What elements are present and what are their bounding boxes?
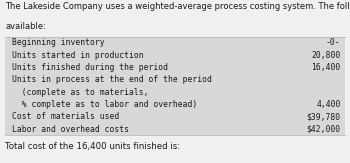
Text: Total cost of the 16,400 units finished is:: Total cost of the 16,400 units finished … [5, 142, 180, 151]
Text: % complete as to labor and overhead): % complete as to labor and overhead) [12, 100, 197, 109]
Text: Units started in production: Units started in production [12, 51, 143, 60]
Text: Cost of materials used: Cost of materials used [12, 112, 119, 121]
Text: Beginning inventory: Beginning inventory [12, 38, 104, 47]
Text: $42,000: $42,000 [307, 125, 341, 134]
Text: 4,400: 4,400 [316, 100, 341, 109]
Text: 16,400: 16,400 [311, 63, 341, 72]
Text: The Lakeside Company uses a weighted-average process costing system. The followi: The Lakeside Company uses a weighted-ave… [5, 2, 350, 11]
FancyBboxPatch shape [5, 37, 345, 135]
Text: (complete as to materials,: (complete as to materials, [12, 88, 148, 97]
Text: available:: available: [5, 22, 46, 31]
Text: $39,780: $39,780 [307, 112, 341, 121]
Text: 20,800: 20,800 [311, 51, 341, 60]
Text: Units in process at the end of the period: Units in process at the end of the perio… [12, 75, 211, 84]
Text: Labor and overhead costs: Labor and overhead costs [12, 125, 128, 134]
Text: -0-: -0- [326, 38, 341, 47]
Text: Units finished during the period: Units finished during the period [12, 63, 168, 72]
